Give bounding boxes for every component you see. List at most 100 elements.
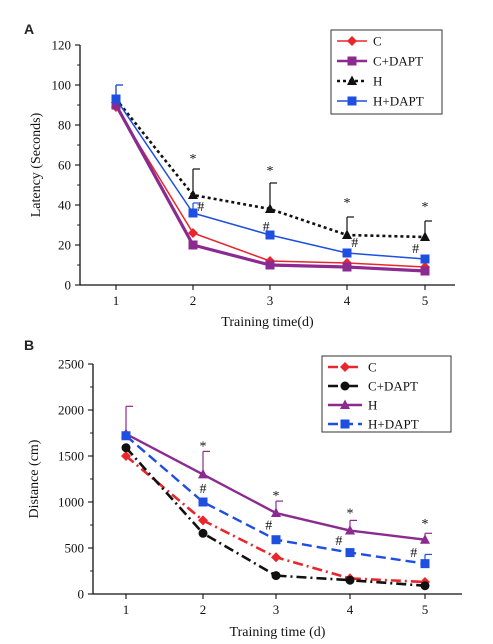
data-point	[265, 260, 275, 270]
data-point	[271, 535, 281, 545]
legend-marker	[340, 399, 350, 409]
series-h	[111, 84, 432, 241]
y-tick-label: 120	[52, 38, 72, 53]
data-point	[188, 189, 198, 199]
data-point	[420, 559, 430, 569]
x-axis-title: Training time(d)	[221, 315, 314, 330]
y-tick-label: 1500	[58, 449, 84, 464]
y-tick-label: 0	[78, 587, 85, 602]
legend-label: H	[373, 74, 382, 89]
x-tick-label: 2	[200, 602, 207, 617]
legend: C C+DAPT H H+DAPT	[321, 355, 452, 433]
data-point	[265, 230, 275, 240]
legend-label: H+DAPT	[373, 94, 424, 109]
data-point	[271, 571, 281, 581]
significance-star: *	[267, 164, 274, 179]
legend-label: C	[368, 360, 377, 375]
significance-star: *	[273, 489, 280, 504]
series-line	[125, 455, 426, 584]
data-point	[121, 431, 131, 441]
series-h-dapt	[121, 431, 432, 569]
series-c-dapt	[121, 443, 430, 591]
series-h-dapt	[111, 84, 430, 264]
x-tick-label: 4	[347, 602, 354, 617]
data-point	[342, 262, 352, 272]
x-tick-label: 3	[267, 293, 274, 308]
y-tick-label: 2000	[58, 403, 84, 418]
data-point	[111, 94, 121, 104]
x-tick-label: 1	[123, 602, 130, 617]
series-line	[125, 432, 426, 541]
data-point	[265, 203, 275, 213]
legend-marker	[340, 362, 350, 372]
significance-hash: #	[412, 242, 419, 257]
data-point	[345, 548, 355, 558]
panel-a: A 0 20 40 60 80 100 120 1 2 3 4 5 Training time(d) La…	[24, 21, 455, 330]
data-point	[121, 451, 131, 461]
y-tick-label: 500	[65, 541, 85, 556]
panel-a-label: A	[24, 21, 34, 37]
legend-marker	[347, 75, 357, 85]
data-point	[198, 515, 208, 526]
x-tick-label: 5	[422, 293, 429, 308]
legend-marker	[347, 36, 357, 46]
panel-b: B 0 500 1000 1500 2000 2500 1 2 3 4 5 Training time…	[24, 337, 462, 640]
y-tick-label: 100	[52, 78, 72, 93]
series-line	[114, 98, 426, 239]
significance-star: *	[200, 439, 207, 454]
y-tick-label: 1000	[58, 495, 84, 510]
x-tick-label: 3	[273, 602, 280, 617]
data-point	[271, 507, 281, 518]
y-axis-title: Distance (cm)	[27, 439, 42, 518]
data-point	[188, 228, 198, 238]
significance-hash: #	[197, 200, 204, 215]
legend-marker	[340, 419, 350, 429]
y-axis-title: Latency (Seconds)	[29, 112, 44, 217]
legend-marker	[347, 96, 357, 106]
series-c-dapt	[111, 100, 430, 276]
data-point	[342, 248, 352, 258]
data-point	[188, 240, 198, 250]
significance-hash: #	[335, 534, 342, 549]
data-point	[420, 534, 430, 544]
significance-star: *	[422, 517, 429, 532]
significance-hash: #	[351, 236, 358, 251]
x-tick-label: 1	[113, 293, 120, 308]
significance-hash: #	[265, 519, 272, 534]
y-tick-label: 80	[58, 118, 71, 133]
significance-hash: #	[410, 546, 417, 561]
data-point	[420, 266, 430, 276]
data-point	[198, 497, 208, 507]
legend-label: C+DAPT	[373, 54, 423, 69]
legend-label: C+DAPT	[368, 379, 418, 394]
legend: C C+DAPT H H+DAPT	[330, 29, 443, 115]
data-point	[198, 528, 208, 538]
significance-hash: #	[263, 220, 270, 235]
significance-star: *	[422, 200, 429, 215]
data-point	[420, 231, 430, 241]
y-tick-label: 0	[65, 278, 72, 293]
significance-star: *	[347, 507, 354, 522]
x-tick-label: 2	[190, 293, 197, 308]
data-point	[345, 525, 355, 535]
y-tick-label: 20	[58, 238, 71, 253]
legend-label: H	[368, 398, 377, 413]
x-tick-label: 4	[344, 293, 351, 308]
data-point	[345, 575, 355, 585]
panel-b-label: B	[24, 337, 34, 353]
data-point	[420, 254, 430, 264]
legend-label: C	[373, 34, 382, 49]
y-tick-label: 40	[58, 198, 71, 213]
significance-star: *	[190, 152, 197, 167]
significance-star: *	[344, 196, 351, 211]
data-point	[342, 229, 352, 239]
y-tick-label: 2500	[58, 357, 84, 372]
data-point	[198, 468, 208, 479]
legend-marker	[340, 381, 350, 391]
data-point	[121, 443, 131, 453]
legend-label: H+DAPT	[368, 417, 419, 432]
data-point	[420, 581, 430, 591]
data-point	[111, 100, 121, 110]
x-tick-label: 5	[422, 602, 429, 617]
